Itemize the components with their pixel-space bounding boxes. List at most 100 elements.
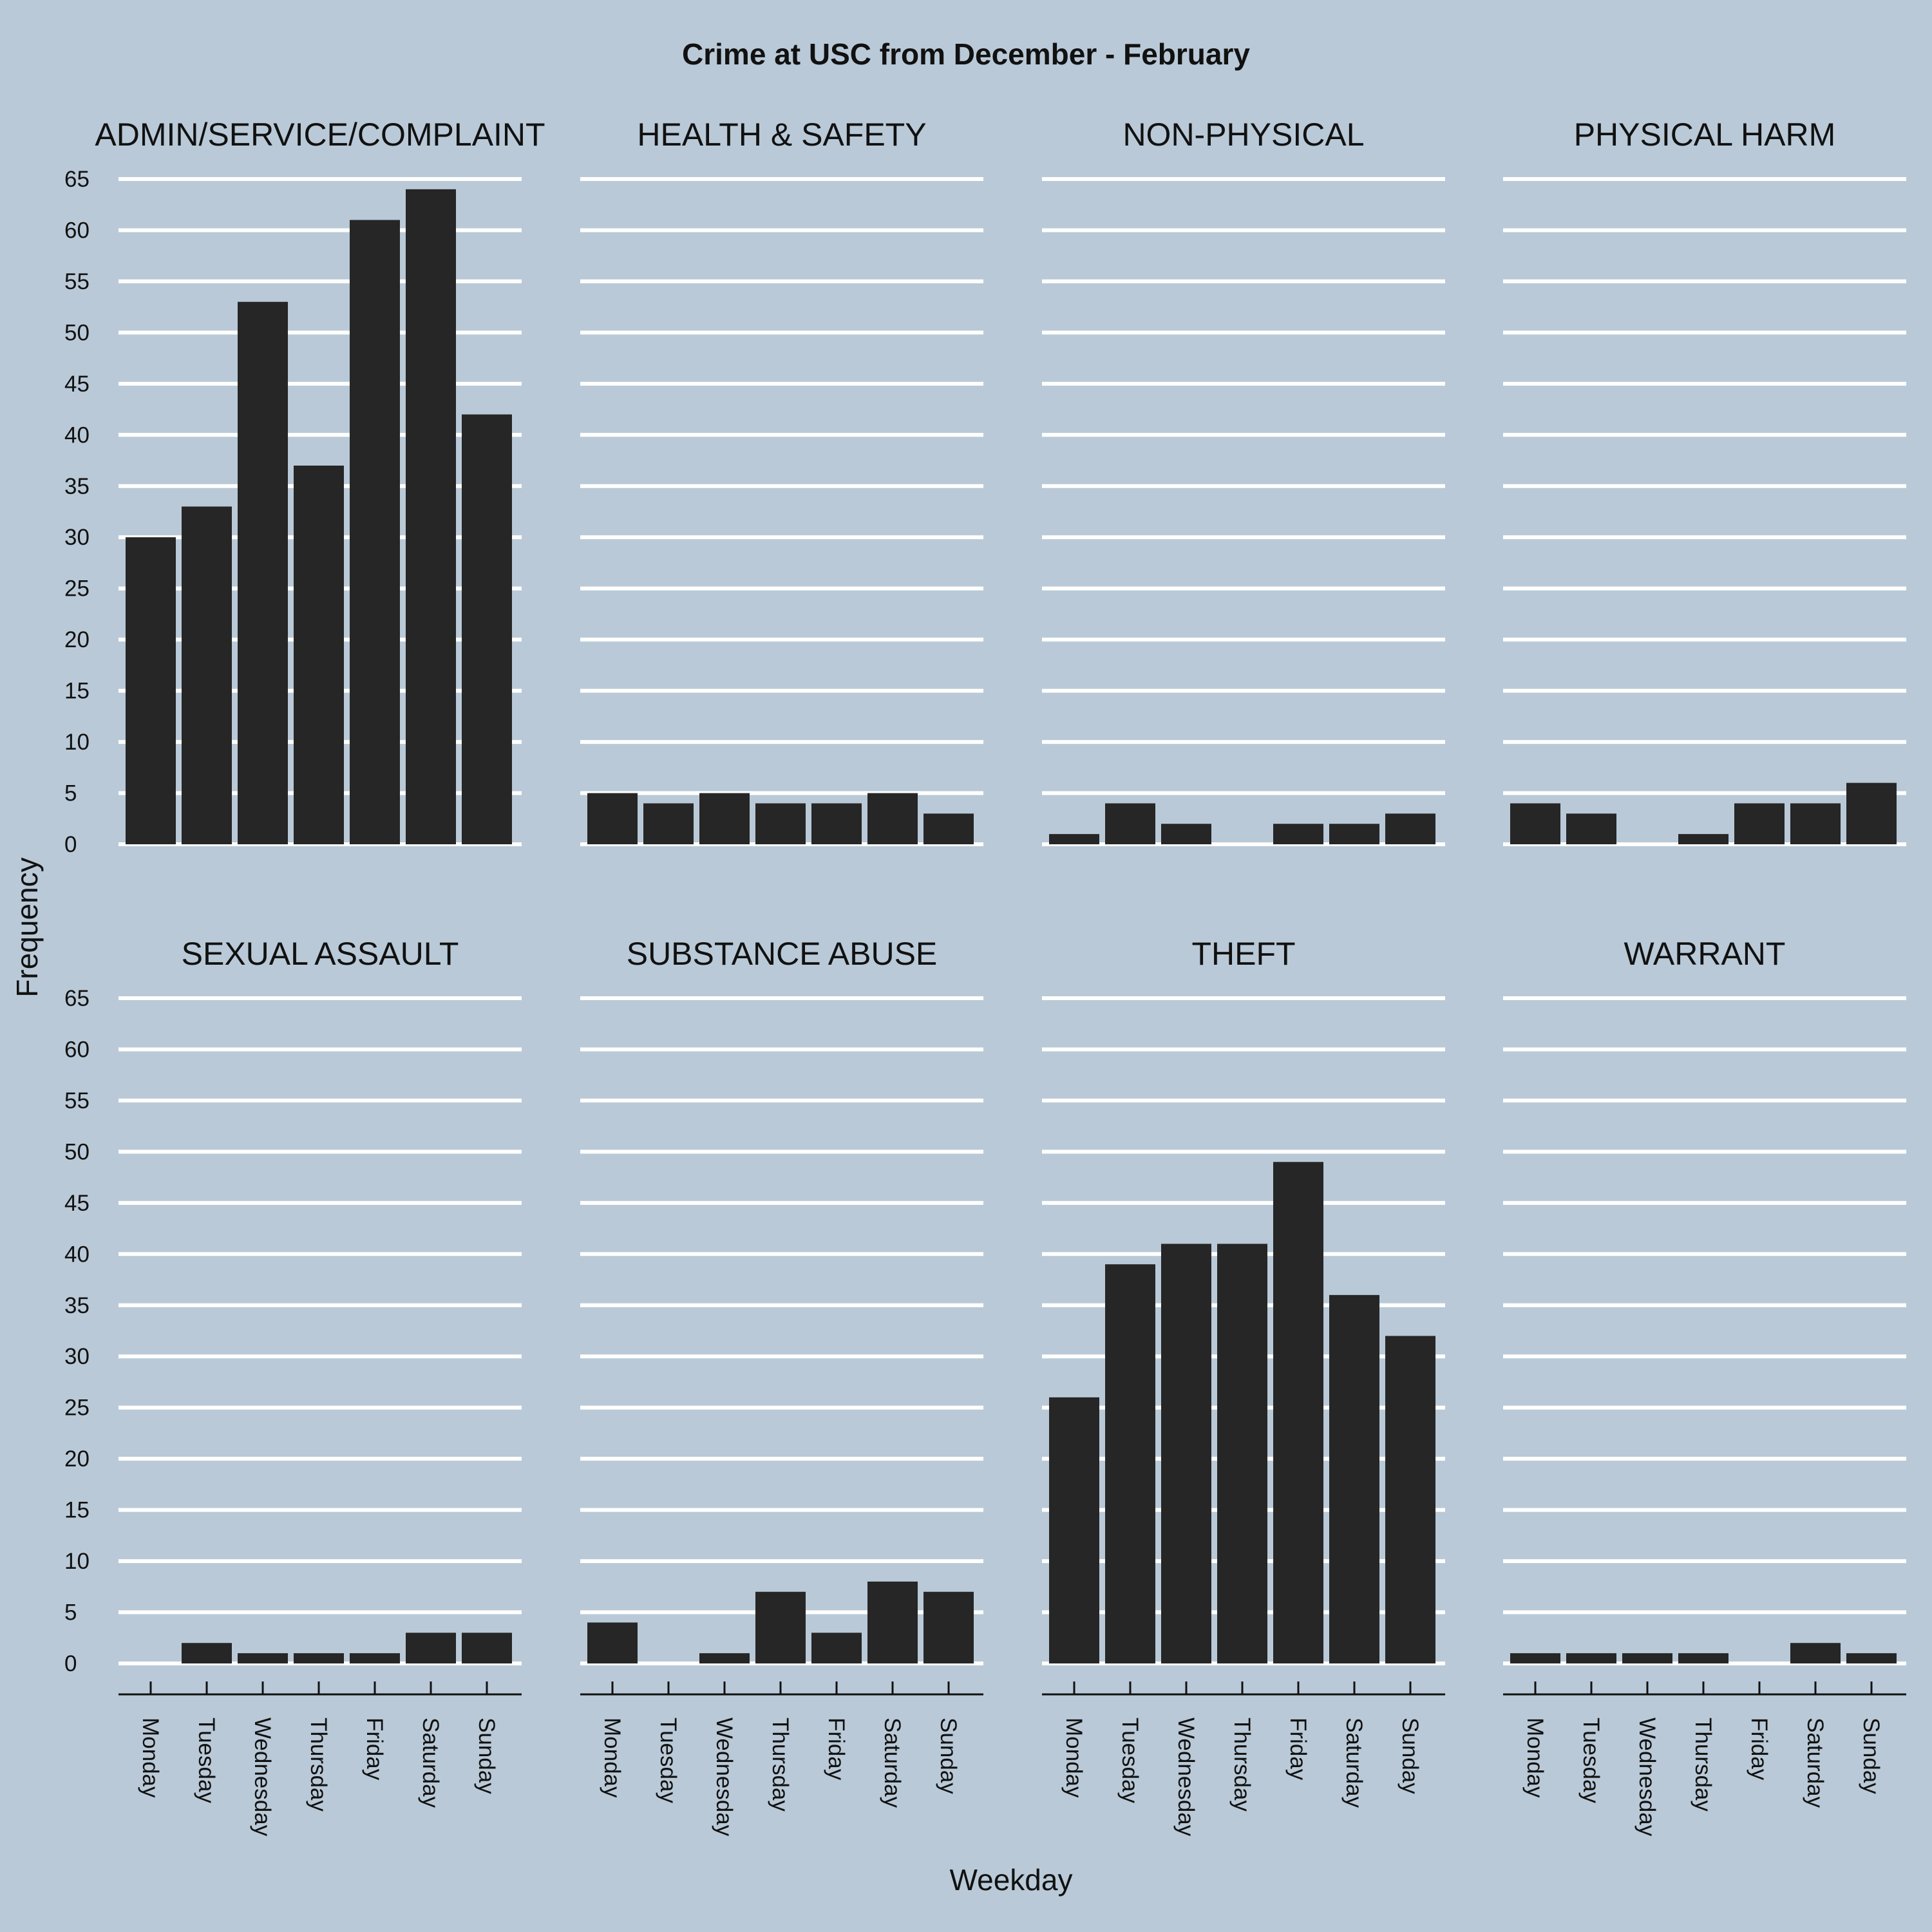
x-tick-label: Friday bbox=[1747, 1718, 1772, 1781]
bar bbox=[923, 813, 974, 844]
bar bbox=[350, 1653, 400, 1663]
bar bbox=[238, 1653, 288, 1663]
x-tick-label: Saturday bbox=[880, 1718, 905, 1808]
bar bbox=[1217, 1244, 1267, 1663]
bar bbox=[1273, 1162, 1323, 1663]
bar bbox=[811, 1633, 862, 1663]
bar bbox=[1273, 824, 1323, 844]
x-tick-label: Sunday bbox=[1859, 1718, 1884, 1794]
bar bbox=[867, 793, 918, 844]
bar bbox=[1510, 1653, 1560, 1663]
panels-group: ADMIN/SERVICE/COMPLAINT 0 5 10 15 20 25 30 35 40 4… bbox=[64, 117, 1906, 1837]
y-tick-label: 65 bbox=[64, 986, 90, 1011]
bar bbox=[587, 793, 638, 844]
x-tick-label: Wednesday bbox=[712, 1718, 737, 1837]
x-tick-label: Tuesday bbox=[1117, 1718, 1142, 1803]
bar bbox=[406, 1633, 456, 1663]
facet-panel: WARRANT Monday Tuesday Wednesday Thursday Fri… bbox=[1503, 936, 1906, 1837]
x-tick-label: Sunday bbox=[474, 1718, 499, 1794]
facet-title: HEALTH & SAFETY bbox=[637, 117, 926, 153]
y-tick-label: 35 bbox=[64, 474, 90, 499]
y-tick-label: 45 bbox=[64, 372, 90, 397]
facet-title: ADMIN/SERVICE/COMPLAINT bbox=[95, 117, 545, 153]
y-tick-label: 5 bbox=[64, 781, 77, 806]
x-tick-label: Saturday bbox=[1803, 1718, 1828, 1808]
bar bbox=[1385, 1336, 1435, 1663]
x-tick-label: Tuesday bbox=[1578, 1718, 1604, 1803]
bar bbox=[1566, 813, 1616, 844]
y-tick-label: 15 bbox=[64, 679, 90, 704]
x-tick-label: Tuesday bbox=[656, 1718, 681, 1803]
x-tick-label: Sunday bbox=[1397, 1718, 1423, 1794]
x-tick-label: Tuesday bbox=[194, 1718, 219, 1803]
x-tick-label: Wednesday bbox=[1634, 1718, 1660, 1837]
y-tick-label: 20 bbox=[64, 1446, 90, 1472]
facet-panel: HEALTH & SAFETY bbox=[580, 117, 983, 846]
y-tick-label: 30 bbox=[64, 525, 90, 550]
facet-title: WARRANT bbox=[1624, 936, 1786, 972]
bar bbox=[1329, 1294, 1379, 1663]
y-tick-label: 30 bbox=[64, 1344, 90, 1369]
y-tick-label: 10 bbox=[64, 1549, 90, 1574]
facet-title: SEXUAL ASSAULT bbox=[182, 936, 459, 972]
bar bbox=[1790, 803, 1841, 844]
bar bbox=[126, 537, 176, 844]
facet-panel: NON-PHYSICAL bbox=[1042, 117, 1445, 846]
bar bbox=[1161, 824, 1211, 844]
y-tick-label: 50 bbox=[64, 1139, 90, 1164]
x-tick-label: Saturday bbox=[1341, 1718, 1367, 1808]
bar bbox=[350, 220, 400, 845]
bar bbox=[1790, 1643, 1841, 1663]
y-tick-label: 40 bbox=[64, 422, 90, 448]
bar bbox=[1049, 834, 1099, 844]
x-axis-title: Weekday bbox=[950, 1863, 1073, 1897]
bar bbox=[643, 803, 694, 844]
bar bbox=[755, 1591, 806, 1663]
bar bbox=[1622, 1653, 1672, 1663]
facet-panel: THEFT Monday Tuesday Wednesday Thursday Frida… bbox=[1042, 936, 1445, 1837]
bar bbox=[1105, 1264, 1155, 1663]
bar bbox=[755, 803, 806, 844]
y-tick-label: 45 bbox=[64, 1191, 90, 1216]
facet-title: PHYSICAL HARM bbox=[1574, 117, 1836, 153]
x-tick-label: Wednesday bbox=[250, 1718, 275, 1837]
chart-title: Crime at USC from December - February bbox=[682, 37, 1250, 71]
bar bbox=[1105, 803, 1155, 844]
bar bbox=[182, 1643, 232, 1663]
x-tick-label: Thursday bbox=[1690, 1718, 1716, 1812]
x-tick-label: Monday bbox=[1522, 1718, 1548, 1798]
facet-panel: SUBSTANCE ABUSE Monday Tuesday Wednesday Thu… bbox=[580, 936, 983, 1837]
bar bbox=[923, 1591, 974, 1663]
facet-title: NON-PHYSICAL bbox=[1122, 117, 1364, 153]
y-tick-label: 55 bbox=[64, 269, 90, 294]
facet-panel: ADMIN/SERVICE/COMPLAINT 0 5 10 15 20 25 30 35 40 4… bbox=[64, 117, 545, 857]
y-tick-label: 25 bbox=[64, 1396, 90, 1421]
y-tick-label: 35 bbox=[64, 1293, 90, 1318]
bar bbox=[1385, 813, 1435, 844]
y-tick-label: 60 bbox=[64, 218, 90, 243]
bar bbox=[1678, 834, 1728, 844]
bar bbox=[182, 506, 232, 844]
bar bbox=[699, 793, 750, 844]
facet-title: SUBSTANCE ABUSE bbox=[627, 936, 938, 972]
bar bbox=[587, 1622, 638, 1663]
bar bbox=[238, 301, 288, 844]
y-tick-label: 20 bbox=[64, 627, 90, 652]
bar bbox=[1566, 1653, 1616, 1663]
y-tick-label: 0 bbox=[64, 832, 77, 857]
bar bbox=[1846, 1653, 1897, 1663]
y-tick-label: 10 bbox=[64, 730, 90, 755]
x-tick-label: Saturday bbox=[418, 1718, 443, 1808]
bar bbox=[294, 1653, 344, 1663]
bar bbox=[294, 465, 344, 844]
y-tick-label: 5 bbox=[64, 1600, 77, 1625]
y-tick-label: 40 bbox=[64, 1242, 90, 1267]
x-tick-label: Thursday bbox=[1229, 1718, 1255, 1812]
bar bbox=[811, 803, 862, 844]
bar bbox=[867, 1581, 918, 1663]
x-tick-label: Thursday bbox=[306, 1718, 331, 1812]
y-tick-label: 25 bbox=[64, 576, 90, 601]
y-tick-label: 65 bbox=[64, 167, 90, 192]
bar bbox=[406, 189, 456, 844]
